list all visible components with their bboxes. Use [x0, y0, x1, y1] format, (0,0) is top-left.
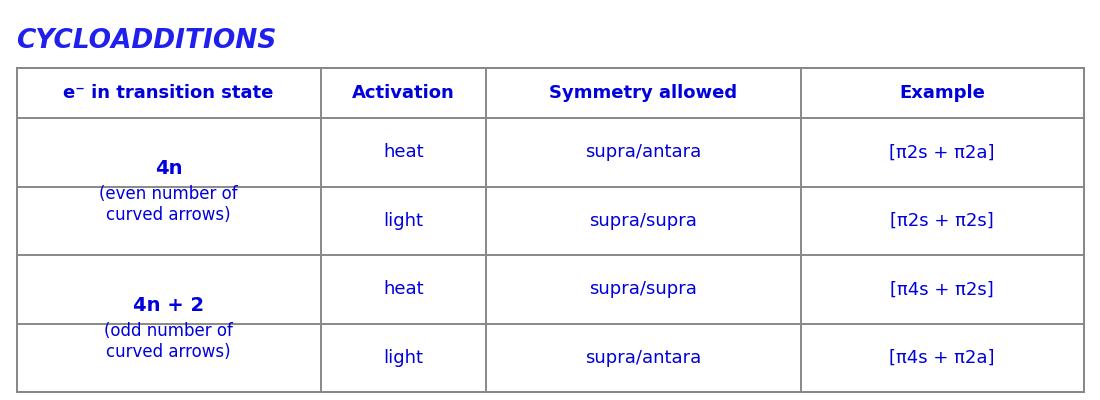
Text: heat: heat: [383, 144, 424, 162]
Text: 4n + 2: 4n + 2: [133, 296, 205, 315]
Bar: [16, 68, 1084, 392]
Text: [π4s + π2a]: [π4s + π2a]: [890, 349, 994, 367]
Text: CYCLOADDITIONS: CYCLOADDITIONS: [16, 28, 277, 54]
Text: Symmetry allowed: Symmetry allowed: [549, 84, 737, 102]
Text: heat: heat: [383, 280, 424, 298]
Text: [π4s + π2s]: [π4s + π2s]: [890, 280, 994, 298]
Text: (even number of
curved arrows): (even number of curved arrows): [99, 185, 238, 224]
Text: 4n: 4n: [155, 159, 183, 178]
Text: Example: Example: [899, 84, 986, 102]
Text: light: light: [383, 212, 424, 230]
Text: [π2s + π2a]: [π2s + π2a]: [890, 144, 994, 162]
Text: supra/supra: supra/supra: [590, 280, 697, 298]
Text: [π2s + π2s]: [π2s + π2s]: [890, 212, 994, 230]
Text: supra/antara: supra/antara: [585, 349, 702, 367]
Text: e⁻ in transition state: e⁻ in transition state: [64, 84, 274, 102]
Text: supra/supra: supra/supra: [590, 212, 697, 230]
Text: (odd number of
curved arrows): (odd number of curved arrows): [104, 322, 233, 361]
Text: Activation: Activation: [352, 84, 454, 102]
Text: supra/antara: supra/antara: [585, 144, 702, 162]
Text: light: light: [383, 349, 424, 367]
